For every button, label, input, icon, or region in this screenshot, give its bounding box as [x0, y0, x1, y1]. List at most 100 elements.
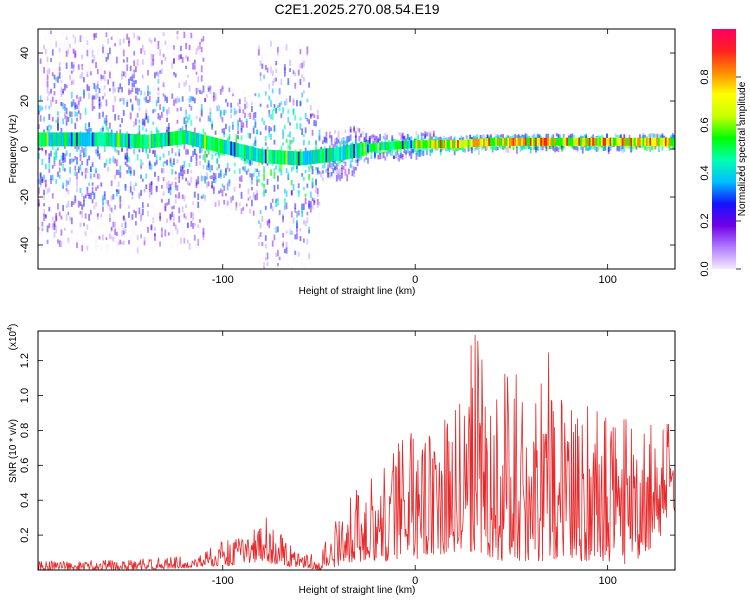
heatmap-cell — [159, 70, 162, 75]
heatmap-cell — [195, 153, 198, 161]
heatmap-cell — [200, 110, 203, 117]
heatmap-cell — [301, 62, 304, 69]
heatmap-cell — [536, 145, 539, 151]
colorbar-tick-label: 0.2 — [699, 213, 711, 228]
heatmap-cell — [83, 44, 85, 50]
heatmap-cell — [57, 123, 59, 129]
heatmap-cell — [157, 71, 160, 78]
heatmap-cell — [266, 67, 269, 73]
heatmap-cell — [275, 77, 278, 82]
heatmap-cell — [84, 174, 87, 179]
svg-text:(x104): (x104) — [7, 324, 19, 351]
heatmap-cell — [212, 172, 215, 177]
heatmap-cell — [342, 141, 345, 146]
heatmap-cell — [659, 134, 662, 138]
heatmap-cell — [105, 244, 108, 252]
heatmap-cell — [152, 246, 155, 251]
heatmap-cell — [62, 102, 65, 110]
heatmap-band-cell — [96, 132, 99, 147]
heatmap-band-cell — [528, 137, 530, 146]
heatmap-cell — [100, 102, 103, 107]
heatmap-cell — [114, 202, 117, 210]
heatmap-band-cell — [164, 132, 167, 147]
heatmap-cell — [285, 190, 288, 197]
heatmap-cell — [252, 172, 255, 177]
heatmap-cell — [221, 128, 224, 134]
heatmap-cell — [493, 143, 496, 150]
heatmap-cell — [344, 129, 347, 134]
heatmap-cell — [57, 111, 59, 116]
heatmap-cell — [285, 262, 288, 267]
heatmap-cell — [209, 85, 212, 91]
heatmap-cell — [81, 146, 84, 153]
heatmap-cell — [251, 101, 253, 106]
heatmap-cell — [62, 205, 65, 211]
heatmap-cell — [155, 238, 158, 244]
heatmap-band-cell — [384, 142, 387, 151]
heatmap-band-cell — [225, 140, 227, 155]
heatmap-cell — [483, 134, 485, 140]
heatmap-band-cell — [415, 140, 418, 149]
heatmap-cell — [271, 88, 274, 94]
heatmap-cell — [119, 124, 122, 128]
heatmap-band-cell — [583, 137, 586, 146]
heatmap-cell — [296, 233, 298, 240]
heatmap-cell — [119, 129, 122, 135]
heatmap-band-cell — [251, 146, 253, 161]
heatmap-cell — [126, 57, 129, 63]
heatmap-cell — [124, 156, 127, 160]
heatmap-cell — [505, 146, 508, 153]
heatmap-cell — [103, 194, 106, 200]
heatmap-cell — [169, 214, 172, 219]
heatmap-cell — [57, 171, 59, 177]
heatmap-cell — [218, 173, 220, 179]
heatmap-cell — [122, 49, 125, 57]
heatmap-cell — [63, 103, 66, 109]
heatmap-cell — [289, 59, 291, 67]
heatmap-cell — [147, 90, 149, 96]
heatmap-cell — [348, 135, 350, 141]
heatmap-cell — [51, 145, 54, 150]
heatmap-cell — [69, 244, 71, 249]
heatmap-cell — [76, 172, 78, 180]
heatmap-cell — [290, 211, 293, 218]
heatmap-cell — [51, 174, 54, 181]
heatmap-cell — [91, 98, 94, 105]
heatmap-cell — [192, 44, 194, 52]
heatmap-cell — [65, 115, 68, 122]
heatmap-cell — [374, 135, 376, 140]
heatmap-cell — [57, 76, 59, 83]
heatmap-cell — [180, 53, 182, 60]
heatmap-cell — [308, 165, 310, 172]
heatmap-cell — [171, 229, 174, 237]
heatmap-cell — [283, 45, 286, 52]
heatmap-cell — [342, 165, 345, 170]
heatmap-band-cell — [57, 132, 59, 147]
heatmap-cell — [393, 155, 395, 160]
heatmap-cell — [131, 75, 134, 82]
heatmap-cell — [214, 97, 217, 101]
heatmap-cell — [107, 53, 110, 60]
heatmap-cell — [282, 253, 285, 260]
heatmap-cell — [292, 109, 295, 116]
heatmap-cell — [337, 130, 340, 137]
heatmap-cell — [91, 162, 94, 168]
heatmap-band-cell — [573, 137, 575, 146]
heatmap-cell — [53, 47, 56, 54]
heatmap-cell — [46, 125, 49, 130]
heatmap-cell — [218, 203, 220, 210]
heatmap-cell — [76, 104, 78, 110]
heatmap-cell — [185, 149, 188, 155]
heatmap-cell — [109, 213, 111, 220]
heatmap-band-cell — [249, 146, 252, 161]
heatmap-cell — [226, 183, 229, 191]
heatmap-band-cell — [294, 151, 297, 166]
heatmap-cell — [304, 262, 307, 269]
heatmap-cell — [143, 236, 146, 241]
heatmap-cell — [237, 108, 239, 113]
heatmap-cell — [399, 135, 402, 140]
heatmap-band-cell — [406, 140, 409, 149]
heatmap-cell — [585, 144, 588, 151]
heatmap-cell — [209, 112, 212, 117]
heatmap-cell — [173, 74, 175, 78]
